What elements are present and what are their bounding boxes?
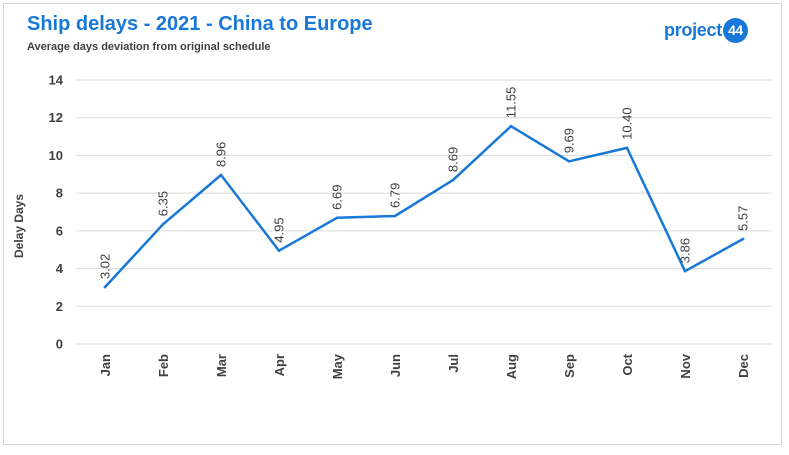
data-label: 6.35 [156,191,171,216]
logo-badge: 44 [722,17,748,43]
data-point [567,159,571,163]
x-tick-label: Mar [214,354,229,377]
data-point [393,214,397,218]
gridlines [76,79,772,345]
series-line-layer [103,124,745,289]
x-axis-ticks: Jan Feb Mar Apr May Jun Jul Aug Sep Oct Nov Dec [98,353,751,379]
chart-frame [3,3,782,445]
x-tick-label: Aug [504,354,519,379]
data-label: 4.95 [272,217,287,242]
y-tick-label: 14 [49,73,64,88]
data-point [625,146,629,150]
data-point [509,124,513,128]
x-tick-label: Dec [736,354,751,378]
data-point [277,249,281,252]
y-tick-label: 10 [49,148,63,163]
data-label: 6.69 [330,185,345,210]
data-label: 8.96 [214,142,229,167]
series-line [103,124,745,289]
x-tick-label: Apr [272,354,287,376]
x-tick-label: May [330,353,345,379]
data-label: 10.40 [620,107,635,140]
data-label: 5.57 [736,206,751,231]
x-tick-label: Sep [562,354,577,378]
y-axis-title: Delay Days [12,194,26,258]
data-label: 6.79 [388,183,403,208]
y-tick-label: 6 [56,223,63,238]
data-label: 11.55 [504,87,519,119]
y-tick-label: 2 [56,299,63,314]
y-axis-ticks: 0 2 4 6 8 10 12 14 [49,73,64,352]
data-label: 3.02 [98,254,113,279]
data-label: 3.86 [678,238,693,263]
x-tick-label: Nov [678,353,693,378]
y-tick-label: 0 [56,337,63,352]
x-tick-label: Jun [388,354,403,377]
data-point [219,173,223,177]
data-point [103,285,107,289]
data-point [335,216,339,220]
y-tick-label: 8 [56,186,63,201]
logo-text: project [664,19,722,40]
y-tick-label: 12 [49,110,63,125]
data-point [683,269,687,273]
chart-subtitle: Average days deviation from original sch… [27,41,271,53]
data-label: 8.69 [446,147,461,172]
data-point [451,178,455,182]
data-point [161,222,165,226]
y-tick-label: 4 [56,261,64,276]
data-point [741,237,745,241]
x-tick-label: Oct [620,353,635,375]
x-tick-label: Jul [446,354,461,373]
x-tick-label: Jan [98,354,113,376]
data-label: 9.69 [562,128,577,153]
x-tick-label: Feb [156,354,171,377]
chart-title: Ship delays - 2021 - China to Europe [27,13,373,35]
project44-logo: project 44 [664,17,748,43]
data-labels: 3.02 6.35 8.96 4.95 6.69 6.79 8.69 11.55 9.69 10.… [98,87,751,279]
